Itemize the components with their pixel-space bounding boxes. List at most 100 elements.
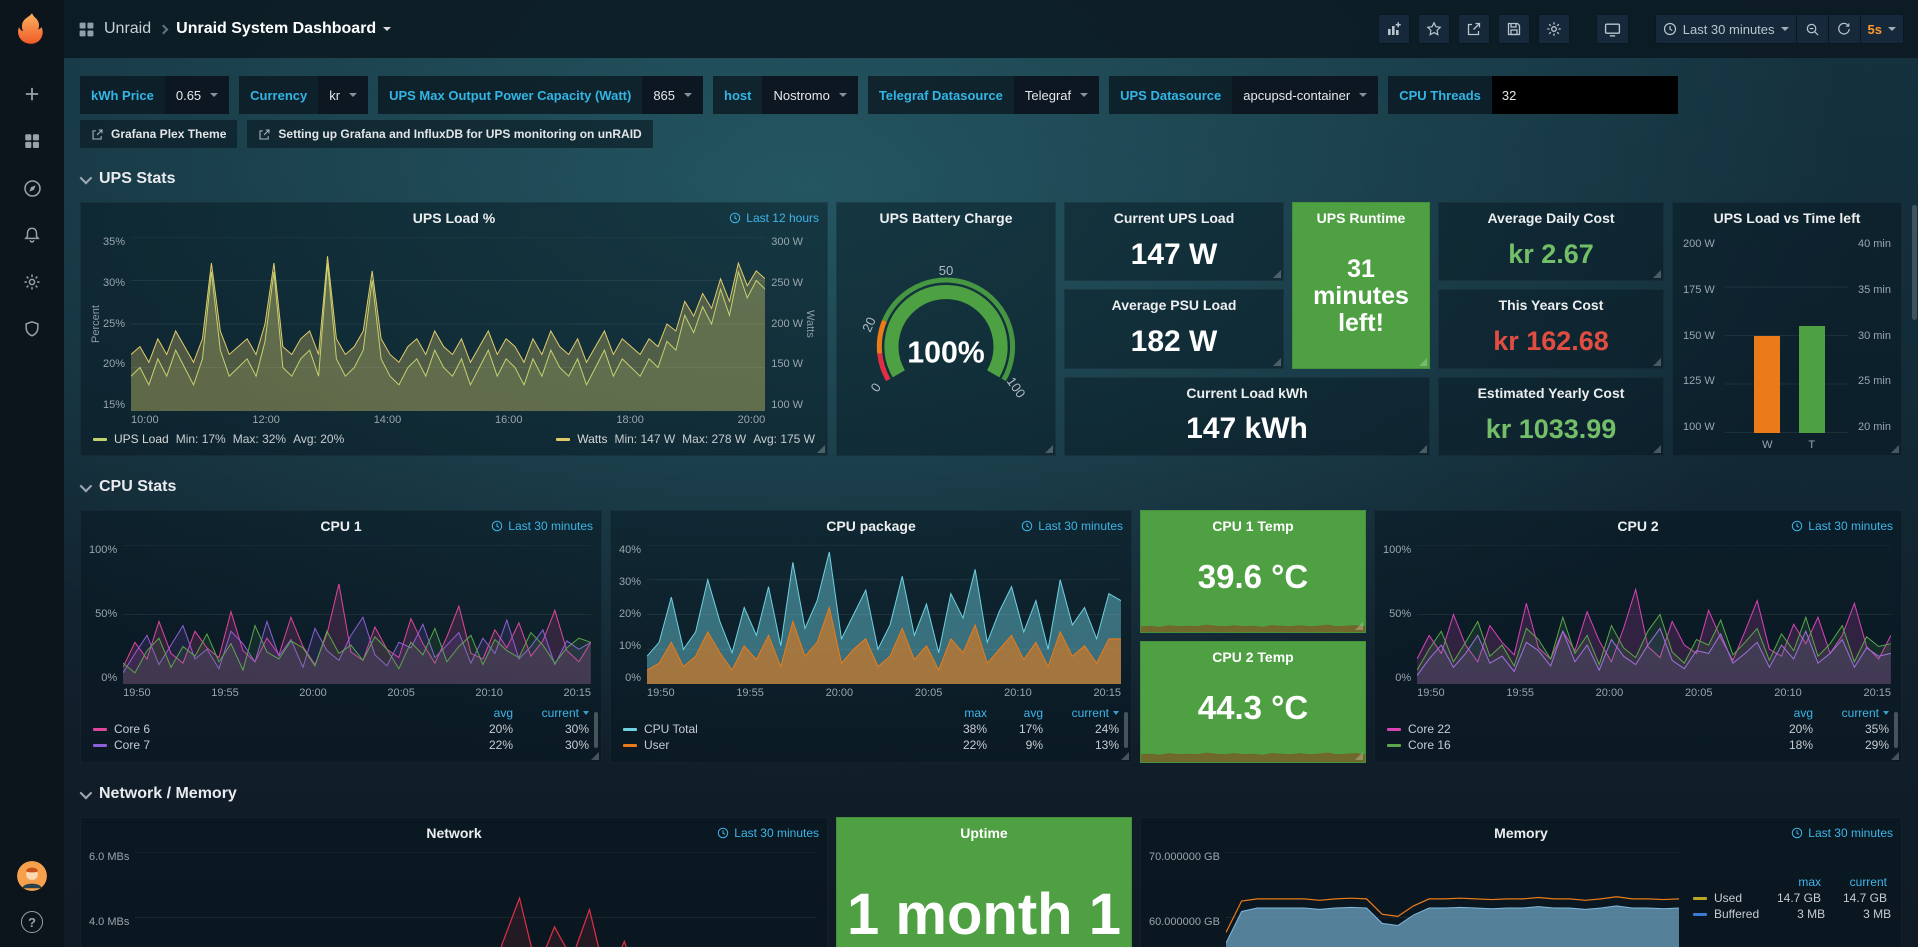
cycle-view-monitor-button[interactable] (1595, 14, 1629, 44)
panel-title[interactable]: Average PSU Load (1111, 297, 1237, 314)
share-button[interactable] (1457, 14, 1490, 44)
legend-series-name[interactable]: Core 6 (93, 722, 451, 736)
legend-series-name[interactable]: Buffered (1693, 907, 1759, 921)
legend-sort-current[interactable]: current (1043, 706, 1119, 720)
panel-title[interactable]: This Years Cost (1498, 297, 1604, 314)
legend-row: Buffered 3 MB 3 MB (1693, 906, 1891, 922)
legend-sort-max[interactable]: max (1798, 875, 1821, 889)
variable-value-dropdown[interactable]: Nostromo (762, 76, 858, 114)
x-axis-labels: 19:50 19:55 20:00 20:05 20:10 20:15 (1417, 687, 1891, 699)
panel-title[interactable]: Average Daily Cost (1487, 210, 1615, 226)
time-override-badge: Last 30 minutes (1791, 818, 1893, 848)
legend-sort-current[interactable]: current (1813, 706, 1889, 720)
admin-shield-icon[interactable] (22, 319, 42, 339)
panel-title[interactable]: Current Load kWh (1186, 384, 1308, 401)
legend-series-name[interactable]: CPU Total (623, 722, 931, 736)
panel-title[interactable]: CPU package Last 30 minutes (611, 511, 1131, 541)
panel-cpu-2: CPU 2 Last 30 minutes 100% 50% 0% 19:50 19:… (1374, 510, 1902, 763)
panel-cpu-2-temp: CPU 2 Temp 44.3 °C (1140, 640, 1366, 763)
cpu-threads-input[interactable] (1491, 76, 1678, 114)
dashboard-title-dropdown[interactable]: Unraid System Dashboard (176, 20, 392, 38)
variable-value-dropdown[interactable]: 865 (642, 76, 704, 114)
bar-label: W (1762, 439, 1773, 451)
external-link-icon (92, 129, 103, 139)
variable-value-dropdown[interactable]: 0.65 (164, 76, 230, 114)
panel-title[interactable]: Memory Last 30 minutes (1141, 818, 1901, 848)
legend-scrollbar[interactable] (594, 712, 598, 748)
legend-series-name[interactable]: Core 7 (93, 738, 451, 752)
panel-title-battery[interactable]: UPS Battery Charge (879, 210, 1013, 226)
page-scrollbar[interactable] (1912, 205, 1917, 320)
zoom-out-button[interactable] (1796, 14, 1829, 44)
legend-sort-avg[interactable]: avg (1023, 706, 1043, 720)
legend-scrollbar[interactable] (1894, 712, 1898, 748)
y-axis-labels-right: 300 W 250 W 200 W 150 W 100 W (771, 236, 803, 411)
dashboard-settings-button[interactable] (1537, 14, 1570, 44)
legend-sort-max[interactable]: max (964, 706, 987, 720)
variable-kwh-price: kWh Price 0.65 (80, 76, 230, 114)
legend-scrollbar[interactable] (1124, 712, 1128, 748)
cpu-2-temp-value: 44.3 °C (1197, 688, 1309, 726)
user-avatar[interactable] (17, 861, 47, 891)
apps-grid-icon[interactable] (78, 21, 95, 38)
panel-title[interactable]: UPS Runtime (1316, 210, 1406, 226)
panel-title[interactable]: Current UPS Load (1113, 210, 1235, 226)
memory-chart[interactable] (1225, 852, 1679, 947)
legend-series-name[interactable]: Watts (577, 432, 608, 446)
panel-title[interactable]: Estimated Yearly Cost (1477, 384, 1625, 401)
variable-value-dropdown[interactable]: apcupsd-container (1232, 76, 1379, 114)
network-chart[interactable] (135, 852, 817, 947)
legend-sort-avg[interactable]: avg (493, 706, 513, 720)
cpu-package-chart[interactable] (647, 545, 1121, 684)
configuration-gear-icon[interactable] (22, 272, 42, 292)
panel-uptime: Uptime 1 month 1 (836, 817, 1132, 947)
create-plus-icon[interactable] (22, 84, 42, 104)
explore-compass-icon[interactable] (22, 178, 42, 198)
legend-series-ups-load: UPS Load Min: 17% Max: 32% Avg: 20% (93, 432, 344, 446)
legend-series-name[interactable]: UPS Load (114, 432, 169, 446)
legend-series-name[interactable]: Used (1693, 891, 1755, 905)
panel-title[interactable]: Uptime (960, 825, 1008, 841)
ups-load-chart[interactable] (131, 237, 766, 411)
ups-bars-chart[interactable]: W T (1724, 239, 1848, 451)
alerting-bell-icon[interactable] (22, 225, 42, 245)
panel-title[interactable]: CPU 1 Last 30 minutes (81, 511, 601, 541)
cpu2-chart[interactable] (1417, 545, 1891, 684)
y-axis-labels-left: 35% 30% 25% 20% 15% (103, 236, 126, 411)
refresh-interval-dropdown[interactable]: 5s (1860, 14, 1904, 44)
legend-series-name[interactable]: User (623, 738, 931, 752)
legend-row: Used 14.7 GB 14.7 GB (1693, 890, 1887, 906)
cpu1-chart[interactable] (123, 545, 591, 684)
panel-title[interactable]: CPU 2 Last 30 minutes (1375, 511, 1901, 541)
legend-sort-current[interactable]: current (1849, 875, 1887, 889)
legend-sort-avg[interactable]: avg (1793, 706, 1813, 720)
link-grafana-plex-theme[interactable]: Grafana Plex Theme (80, 120, 238, 148)
panel-title[interactable]: CPU 2 Temp (1212, 648, 1294, 665)
panel-title[interactable]: Network Last 30 minutes (81, 818, 827, 848)
section-network-memory[interactable]: Network / Memory (79, 779, 1902, 809)
refresh-button[interactable] (1828, 14, 1861, 44)
caret-down-icon (210, 93, 219, 97)
section-cpu-stats[interactable]: CPU Stats (79, 472, 1902, 502)
grafana-logo-icon[interactable] (12, 10, 52, 50)
variable-value-dropdown[interactable]: Telegraf (1013, 76, 1100, 114)
clock-icon (1022, 520, 1033, 532)
panel-title[interactable]: CPU 1 Temp (1212, 518, 1294, 534)
help-icon[interactable]: ? (21, 911, 43, 933)
y-axis-labels: 40% 30% 20% 10% 0% (619, 544, 642, 684)
add-panel-button[interactable] (1377, 14, 1410, 44)
legend-series-name[interactable]: Core 22 (1387, 722, 1751, 736)
variable-value-dropdown[interactable]: kr (318, 76, 369, 114)
breadcrumb-app[interactable]: Unraid (104, 20, 152, 37)
panel-title[interactable]: UPS Load vs Time left (1713, 210, 1861, 226)
time-range-picker[interactable]: Last 30 minutes (1654, 14, 1797, 44)
panel-title-ups-load[interactable]: UPS Load % Last 12 hours (81, 203, 827, 233)
section-ups-stats[interactable]: UPS Stats (79, 164, 1902, 194)
dashboards-icon[interactable] (22, 131, 42, 151)
link-ups-monitoring-guide[interactable]: Setting up Grafana and InfluxDB for UPS … (247, 120, 653, 148)
legend-series-name[interactable]: Core 16 (1387, 738, 1751, 752)
time-override-badge: Last 30 minutes (717, 818, 819, 848)
legend-sort-current[interactable]: current (513, 706, 589, 720)
star-button[interactable] (1417, 14, 1450, 44)
save-button[interactable] (1497, 14, 1530, 44)
